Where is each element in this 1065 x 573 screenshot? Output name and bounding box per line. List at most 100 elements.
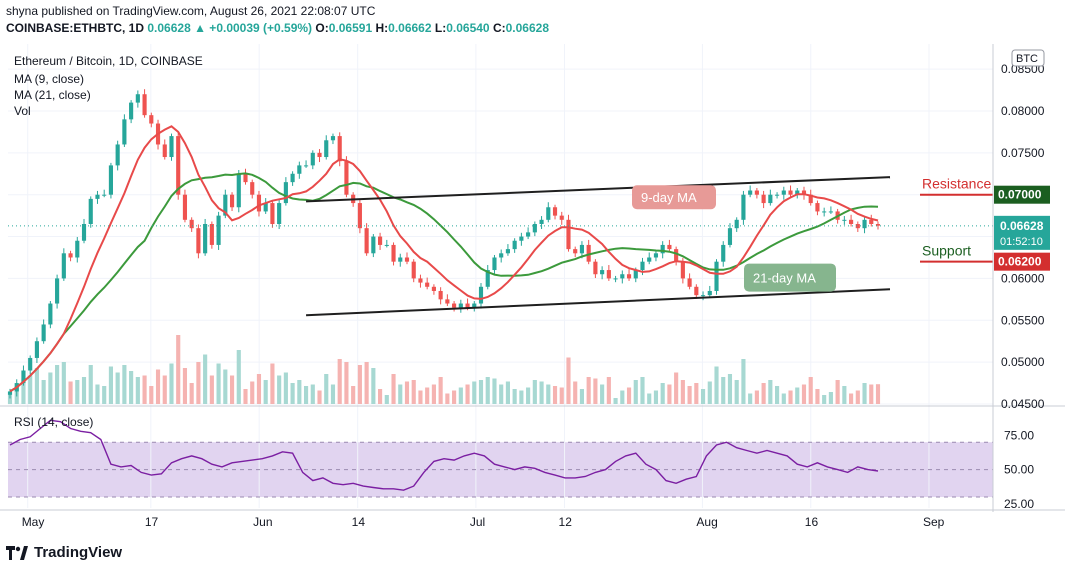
candle-body [768,194,773,204]
volume-bar [176,335,181,404]
candle-body [727,228,733,245]
volume-bar [552,386,558,404]
candle-body [55,278,60,304]
volume-bar [438,377,443,404]
rsi-line [9,419,879,491]
candle-body [371,236,376,254]
volume-bar [310,384,315,404]
rsi-layer [8,419,993,498]
time-tick-label: Aug [696,515,717,529]
resistance-tag [994,185,1050,204]
volume-bar [795,387,800,404]
candle-body [169,136,174,158]
candle-body [418,278,423,283]
volume-bar [357,365,362,404]
candle-body [142,94,147,116]
time-tick-label: Jul [470,515,485,529]
candle-body [21,370,26,384]
candle-body [378,236,383,245]
candle-body [263,203,268,212]
price-tick-label: 0.05500 [1001,313,1045,327]
candle-body [324,140,329,158]
volume-bar [828,392,833,404]
candle-body [593,261,598,275]
candle-body [505,249,510,254]
candle-body [68,253,73,258]
candle-body [344,161,349,195]
volume-bar [41,380,46,404]
candle-body [391,244,396,262]
volume-bar [862,383,867,404]
candle-body [573,249,578,254]
candle-body [620,274,625,279]
candle-body [774,194,780,196]
volume-bar [505,381,510,404]
volume-bar [384,395,389,404]
volume-bar [754,390,759,404]
volume-bar [452,390,457,404]
open-value: 0.06591 [328,21,373,35]
volume-bar [364,362,369,404]
volume-bar [378,389,383,404]
volume-bar [277,375,282,404]
volume-bar [674,372,679,404]
volume-bar [721,377,726,404]
volume-bar [801,384,807,404]
candle-body [788,190,793,195]
time-tick-label: 14 [352,515,366,529]
volume-bar [203,354,208,404]
candle-body [149,115,154,124]
tradingview-brand[interactable]: TradingView [6,544,122,561]
candle-body [75,240,80,258]
candle-body [438,290,443,300]
volume-bar [209,375,214,404]
volume-bar [155,369,161,404]
time-tick-label: Sep [923,515,945,529]
volume-bar [788,390,793,404]
candle-body [828,211,833,213]
candle-body [129,102,134,120]
candle-body [189,219,194,229]
volume-bar [142,375,147,404]
candle-body [647,257,652,262]
volume-bar [317,390,322,404]
volume-bar [75,380,80,404]
volume-bar [263,380,268,404]
candle-body [48,303,53,325]
volume-bar [626,387,632,404]
volume-bar [169,363,174,404]
candle-body [849,219,854,224]
candle-body [250,182,255,195]
volume-bar [579,389,585,404]
volume-bar [61,362,66,404]
candle-body [357,203,362,229]
tradingview-logo-icon [6,545,28,560]
volume-bar [445,393,450,404]
volume-bar [330,384,336,404]
ma9-line [9,125,879,393]
candle-body [781,190,786,195]
candle-body [822,211,827,213]
ma21-line [9,172,879,393]
volume-bar [223,369,228,404]
volume-bar [620,390,625,404]
candle-body [303,165,309,167]
volume-bar [431,384,436,404]
candle-body [559,215,564,220]
volume-bar [411,380,416,404]
ohlc-line: COINBASE:ETHBTC, 1D 0.06628 ▲ +0.00039 (… [6,21,549,35]
volume-bar [290,383,295,404]
volume-bar [741,359,746,404]
support-label: Support [922,243,971,259]
candle-body [445,299,450,304]
currency-badge [1011,49,1045,67]
candle-body [485,270,490,287]
last-price-tag [994,215,1050,250]
candle-body [330,136,336,141]
volume-bar [102,386,107,404]
last-price-tag-label: 0.06628 [1000,219,1044,233]
volume-bar [149,386,154,404]
candle-body [108,165,114,195]
candle-body [680,261,685,279]
volume-bar [458,387,463,404]
